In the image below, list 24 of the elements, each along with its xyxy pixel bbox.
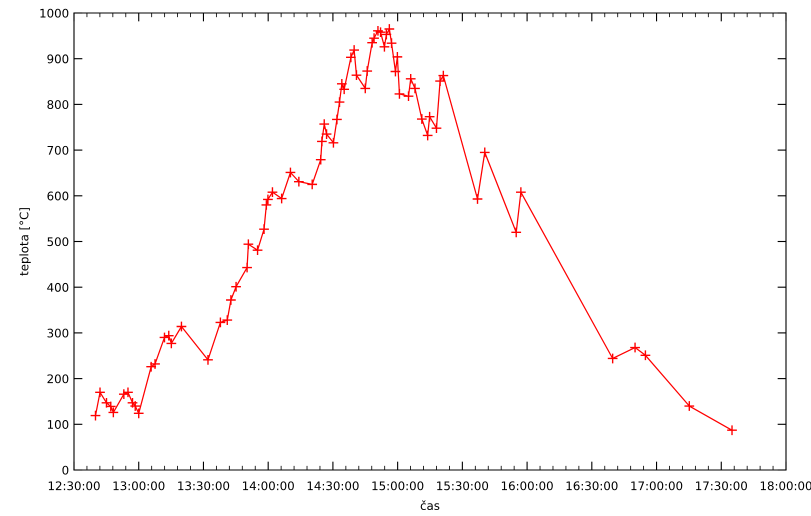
x-tick-label: 15:00:00 bbox=[372, 481, 424, 490]
y-tick-label: 0 bbox=[62, 466, 68, 475]
x-tick-label: 12:30:00 bbox=[48, 481, 100, 490]
x-tick-label: 15:30:00 bbox=[437, 481, 488, 490]
y-tick-label: 700 bbox=[48, 146, 68, 155]
x-tick-label: 16:00:00 bbox=[502, 481, 553, 490]
y-tick-label: 400 bbox=[47, 282, 68, 292]
x-tick-label: 14:30:00 bbox=[308, 481, 359, 490]
y-tick-label: 600 bbox=[47, 192, 68, 200]
x-tick-label: 17:30:00 bbox=[696, 481, 747, 490]
x-tick-label: 13:00:00 bbox=[114, 481, 164, 490]
y-tick-label: 500 bbox=[48, 237, 68, 246]
x-tick-label: 14:00:00 bbox=[242, 481, 294, 490]
y-tick-label: 900 bbox=[47, 54, 68, 64]
y-tick-label: 200 bbox=[47, 374, 68, 384]
x-tick-label: 17:00:00 bbox=[631, 481, 682, 490]
y-tick-label: 100 bbox=[48, 420, 68, 429]
y-tick-label: 800 bbox=[47, 100, 68, 110]
x-axis-title: čas bbox=[420, 500, 440, 510]
y-tick-label: 1000 bbox=[40, 8, 68, 18]
y-axis-title: teplota [°C] bbox=[19, 208, 31, 276]
x-tick-label: 13:30:00 bbox=[178, 481, 230, 490]
x-tick-label: 16:30:00 bbox=[566, 481, 618, 490]
y-tick-label: 300 bbox=[48, 328, 68, 338]
